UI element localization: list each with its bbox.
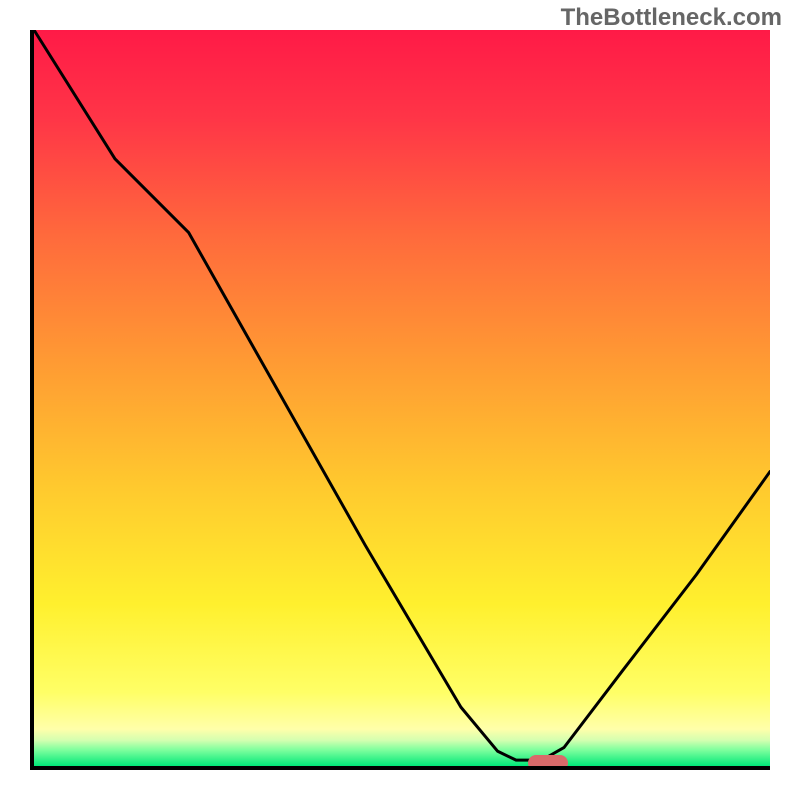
bottleneck-curve — [34, 30, 770, 766]
chart-plot-area — [30, 30, 770, 770]
trough-marker — [528, 755, 568, 770]
watermark-text: TheBottleneck.com — [561, 4, 782, 32]
